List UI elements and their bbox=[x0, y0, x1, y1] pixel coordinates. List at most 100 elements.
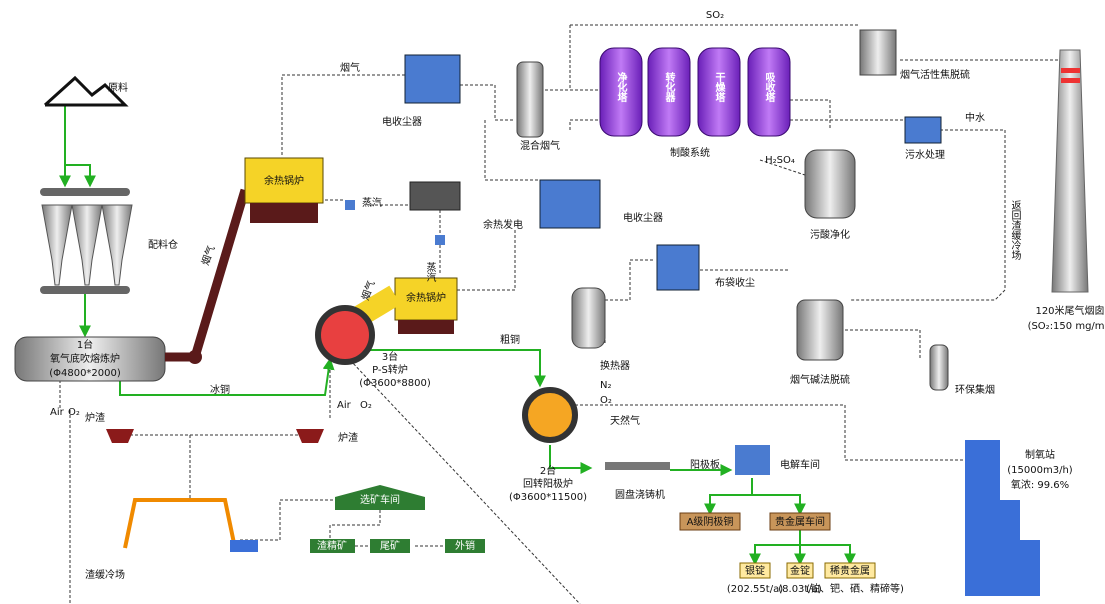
material-flow bbox=[549, 445, 593, 474]
dashed-connector bbox=[455, 230, 516, 291]
dashed-connector bbox=[790, 99, 831, 130]
esp-label: 电收尘器 bbox=[382, 115, 422, 128]
towers-label: 干燥塔 bbox=[713, 72, 725, 103]
concentrate-box bbox=[445, 539, 485, 553]
concentrate-box bbox=[310, 539, 355, 553]
acid-purify-label: 污酸净化 bbox=[810, 228, 850, 241]
h2so4-label: H₂SO₄ bbox=[765, 155, 795, 166]
oxygen-station bbox=[965, 440, 1040, 596]
product-box bbox=[739, 562, 771, 579]
stack-label: 120米尾气烟囱 bbox=[1035, 304, 1104, 317]
oxygen-station-purity-label: 氧浓: 99.6% bbox=[1011, 478, 1069, 491]
electrostatic-precipitator bbox=[404, 54, 461, 104]
acid-system-label: 制酸系统 bbox=[670, 146, 710, 159]
products--name-label: 银锭 bbox=[745, 564, 765, 577]
casting-label: 圆盘浇铸机 bbox=[615, 488, 665, 501]
wastewater-label: 污水处理 bbox=[905, 149, 945, 161]
towers-label: 转化器 bbox=[663, 71, 676, 103]
anode-furnace-oxygen-label: O₂ bbox=[600, 395, 612, 406]
smelter-name-label: 氧气底吹熔炼炉 bbox=[50, 352, 120, 365]
esp-label: 电收尘器 bbox=[623, 211, 663, 224]
anode-furnace-count-label: 2台 bbox=[540, 464, 556, 477]
anode-furnace-size-label: (Φ3600*11500) bbox=[509, 492, 587, 503]
towers-label: 净化塔 bbox=[615, 71, 627, 103]
anode-furnace-n2-label: N₂ bbox=[600, 380, 612, 391]
dashed-connector bbox=[349, 359, 581, 604]
acid-purifier bbox=[804, 149, 856, 219]
products--output-label: (8.03t/a) bbox=[778, 584, 822, 595]
slag-ladle bbox=[296, 429, 324, 443]
dashed-connector bbox=[850, 129, 1006, 301]
steam-trap bbox=[345, 200, 355, 210]
cathode-label: A级阴极铜 bbox=[687, 515, 734, 528]
towers-label: 吸收塔 bbox=[763, 72, 775, 103]
material-flow bbox=[752, 494, 806, 516]
anode-label: 阳极板 bbox=[690, 458, 720, 471]
products--output-label: (202.55t/a) bbox=[727, 584, 783, 595]
baghouse-label: 布袋收尘 bbox=[715, 276, 755, 289]
chimney-band bbox=[1061, 78, 1080, 83]
batching-bin-label: 配料仓 bbox=[148, 238, 178, 251]
anode-furnace bbox=[522, 387, 578, 443]
beneficiation-label: 选矿车间 bbox=[360, 493, 400, 506]
oxygen-station-name-label: 制氧站 bbox=[1025, 448, 1055, 461]
flue-joint bbox=[188, 350, 202, 364]
waste-heat-boiler bbox=[244, 157, 324, 204]
acid-tower bbox=[599, 47, 643, 137]
dashed-connector bbox=[240, 499, 335, 541]
material-flow bbox=[65, 164, 96, 188]
converter-oxygen-label: O₂ bbox=[360, 400, 372, 411]
dashed-connector bbox=[460, 84, 515, 121]
return-slag-label: 返回渣缓冷场 bbox=[1009, 200, 1021, 261]
slag-crane bbox=[123, 498, 237, 549]
boiler-label: 余热锅炉 bbox=[406, 291, 446, 304]
oxygen-station-capacity-label: (15000m3/h) bbox=[1007, 465, 1073, 476]
converter-air-label: Air bbox=[337, 400, 352, 411]
flue-duct bbox=[165, 188, 250, 362]
mixing-tower bbox=[516, 61, 544, 138]
acid-tower bbox=[747, 47, 791, 137]
reclaimed-water-label: 中水 bbox=[965, 111, 985, 124]
heat-exchanger-label: 换热器 bbox=[600, 359, 630, 372]
dashed-connector bbox=[840, 329, 921, 360]
dashed-connector bbox=[759, 159, 806, 176]
bin-feeder bbox=[40, 188, 130, 196]
batching-bin bbox=[41, 204, 73, 286]
anode-furnace-name-label: 回转阳极炉 bbox=[523, 477, 573, 490]
material-flow bbox=[800, 544, 856, 566]
fume-collector bbox=[929, 344, 949, 391]
cathode-box bbox=[679, 512, 741, 531]
converter-count-label: 3台 bbox=[382, 350, 398, 363]
boiler-hopper bbox=[250, 203, 318, 223]
products--name-label: 稀贵金属 bbox=[830, 564, 870, 577]
boiler-label: 余热锅炉 bbox=[264, 174, 304, 187]
bin-conveyor bbox=[40, 286, 130, 294]
product-box bbox=[786, 562, 814, 579]
sale-label: 外销 bbox=[455, 539, 475, 552]
products--output-label: (铂、钯、硒、精碲等) bbox=[806, 582, 904, 595]
slag-pit bbox=[230, 540, 258, 552]
alkali-scrubber bbox=[796, 299, 844, 361]
dashed-connector bbox=[281, 74, 405, 155]
smelter-count-label: 1台 bbox=[77, 338, 93, 351]
electrolysis-label: 电解车间 bbox=[780, 458, 820, 471]
dashed-connector bbox=[484, 120, 540, 181]
material-flow bbox=[345, 349, 546, 388]
batching-bin bbox=[101, 204, 133, 286]
precious-label: 贵金属车间 bbox=[775, 515, 825, 528]
chimney-band bbox=[1061, 68, 1080, 73]
slag-ladle bbox=[106, 429, 134, 443]
turbine bbox=[409, 181, 461, 211]
coke-desulf-label: 烟气活性焦脱硫 bbox=[900, 68, 970, 81]
acid-tower bbox=[647, 47, 691, 137]
tailings-label: 尾矿 bbox=[380, 539, 400, 552]
env-fume-label: 环保集烟 bbox=[955, 383, 995, 396]
blister-label: 粗铜 bbox=[500, 334, 520, 346]
coke-desulfurizer bbox=[859, 29, 897, 76]
casting-machine bbox=[605, 462, 670, 470]
dashed-connector bbox=[329, 510, 381, 540]
smelter-air-label: Air bbox=[50, 407, 65, 418]
dashed-connector bbox=[569, 119, 600, 130]
alkali-desulf-label: 烟气碱法脱硫 bbox=[790, 373, 850, 386]
